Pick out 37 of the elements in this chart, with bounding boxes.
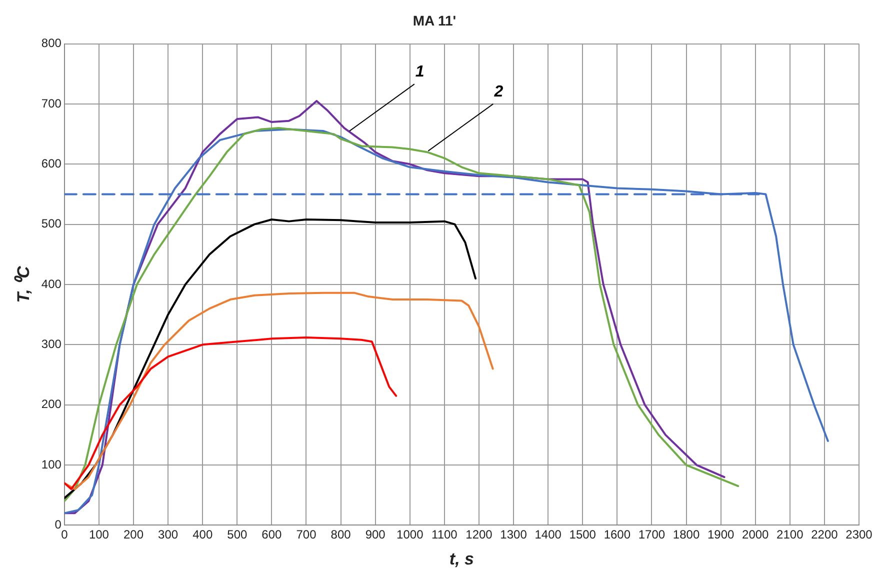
x-tick-label: 1100 (432, 528, 458, 542)
y-tick-label: 600 (41, 156, 62, 170)
x-tick-label: 1900 (707, 528, 734, 542)
x-tick-label: 300 (158, 528, 178, 542)
chart-title: MA 11' (412, 12, 456, 28)
x-tick-label: 400 (192, 528, 213, 542)
x-tick-label: 500 (227, 528, 248, 542)
x-tick-label: 800 (330, 528, 352, 542)
x-tick-label: 2000 (742, 528, 770, 542)
y-tick-label: 500 (41, 216, 62, 231)
x-tick-label: 1400 (534, 528, 562, 542)
y-tick-label: 400 (41, 276, 62, 291)
x-axis-title: t, s (449, 549, 474, 568)
x-tick-label: 1200 (466, 528, 493, 542)
x-tick-label: 1800 (672, 528, 700, 542)
annotation: 2 (493, 83, 504, 100)
x-tick-label: 1000 (396, 528, 424, 542)
y-tick-label: 200 (41, 397, 62, 412)
x-tick-label: 200 (124, 528, 144, 542)
x-tick-label: 1600 (604, 528, 631, 542)
x-tick-label: 2300 (846, 528, 873, 542)
y-tick-label: 800 (41, 36, 62, 50)
y-tick-label: 300 (41, 336, 62, 351)
y-tick-label: 100 (41, 457, 62, 472)
annotation: 1 (415, 63, 424, 80)
y-tick-label: 700 (41, 96, 62, 110)
x-tick-label: 1500 (569, 528, 596, 542)
x-tick-label: 1700 (638, 528, 666, 542)
x-tick-label: 1300 (500, 528, 528, 542)
x-tick-label: 2200 (811, 528, 838, 542)
y-tick-label: 0 (54, 518, 62, 532)
x-tick-label: 700 (296, 528, 317, 542)
x-tick-label: 600 (262, 528, 282, 542)
x-tick-label: 2100 (776, 528, 804, 542)
x-tick-label: 900 (365, 528, 386, 542)
x-tick-label: 100 (88, 528, 110, 542)
y-axis-title: T, ⁰C (14, 265, 33, 303)
